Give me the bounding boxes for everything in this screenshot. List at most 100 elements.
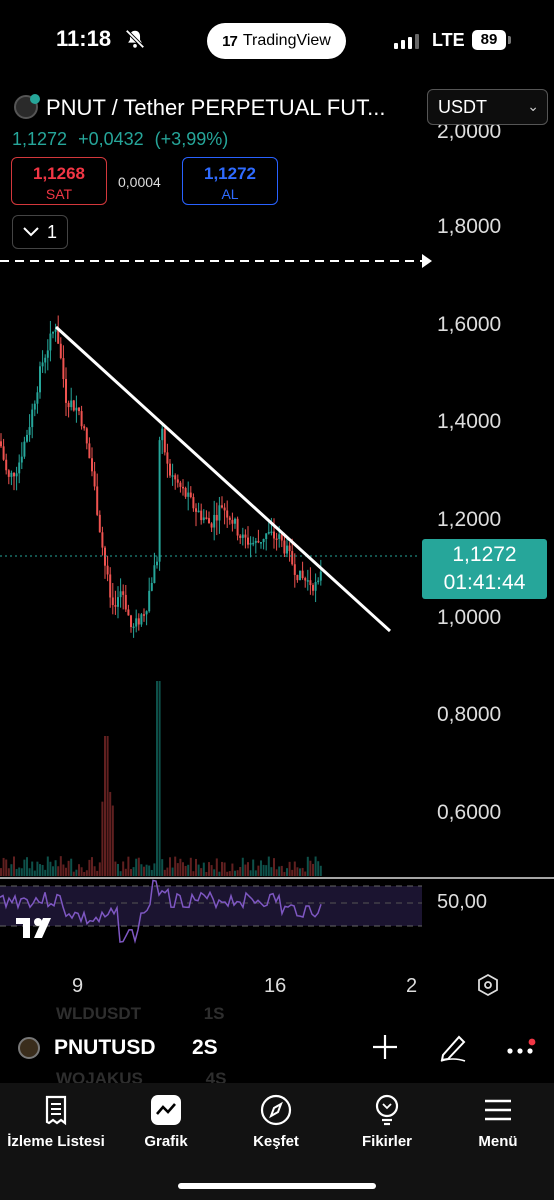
plus-icon[interactable]	[369, 1031, 401, 1063]
volume-bar	[122, 861, 125, 876]
volume-bar	[161, 859, 164, 876]
symbol-logo-icon	[14, 94, 40, 119]
candle-body	[286, 545, 288, 554]
sell-button[interactable]: 1,1268 SAT	[11, 157, 107, 205]
change-percent: (+3,99%)	[154, 129, 229, 149]
volume-bar	[148, 865, 151, 876]
toolbar-interval[interactable]: 2S	[192, 1036, 218, 1059]
candle-body	[91, 458, 93, 472]
volume-bar	[293, 861, 296, 876]
volume-bar	[7, 868, 10, 876]
volume-bar	[260, 860, 262, 876]
volume-bar	[70, 858, 73, 876]
candle-body	[44, 357, 47, 363]
tab-explore[interactable]: Keşfet	[220, 1083, 332, 1150]
candle-body	[273, 531, 275, 539]
candle-body	[104, 547, 106, 566]
candle-body	[137, 618, 140, 625]
candle-body	[106, 565, 109, 575]
time-label-2: 2	[406, 975, 417, 997]
volume-bar	[280, 865, 283, 876]
go-to-realtime-icon	[478, 973, 498, 997]
quantity-dropdown[interactable]: 1	[12, 215, 68, 249]
candle-body	[150, 582, 153, 591]
candle-body	[65, 379, 67, 403]
candle-body	[145, 611, 148, 615]
rsi-line	[0, 879, 322, 945]
volume-bar	[234, 870, 236, 876]
candle-body	[127, 609, 130, 616]
drawing-pen-icon[interactable]	[437, 1031, 469, 1063]
candle-body	[280, 534, 283, 541]
candle-body	[304, 578, 307, 581]
volume-bar	[33, 870, 36, 876]
volume-bar	[2, 857, 5, 876]
volume-bar	[98, 862, 101, 876]
tab-watchlist[interactable]: İzleme Listesi	[0, 1083, 112, 1150]
candle-body	[119, 591, 122, 598]
candle-body	[195, 508, 197, 512]
candle-body	[158, 440, 161, 562]
more-options-icon[interactable]	[504, 1031, 536, 1063]
candle-body	[234, 518, 236, 524]
volume-bar	[239, 867, 242, 876]
tab-menu[interactable]: Menü	[442, 1083, 554, 1150]
volume-bar	[210, 865, 213, 876]
volume-bar	[101, 801, 104, 876]
volume-bar	[241, 857, 244, 876]
candle-body	[197, 510, 200, 513]
time-label-16: 16	[264, 975, 286, 997]
candle-body	[88, 443, 91, 459]
volume-bar	[205, 871, 208, 876]
toolbar-symbol[interactable]: PNUTUSD	[54, 1036, 156, 1059]
buy-button[interactable]: 1,1272 AL	[182, 157, 278, 205]
volume-bar	[208, 862, 210, 876]
tab-ideas[interactable]: Fikirler	[332, 1083, 442, 1150]
candle-body	[182, 486, 184, 489]
candle-body	[306, 580, 309, 582]
price-change-row: 1,1272 +0,0432 (+3,99%)	[12, 129, 228, 150]
compass-icon	[260, 1094, 292, 1126]
volume-bar	[78, 864, 80, 876]
trendline	[54, 325, 392, 633]
price-chart[interactable]: 2,0000 1,8000 1,6000 1,4000 1,2000 1,0000 0,80…	[0, 84, 554, 1004]
volume-bar	[132, 867, 135, 876]
volume-bar	[0, 868, 2, 876]
quote-currency-select[interactable]: USDT ⌄	[427, 89, 548, 125]
candle-body	[96, 486, 99, 515]
candle-body	[184, 487, 187, 497]
candle-body	[218, 505, 221, 521]
volume-bar	[83, 871, 86, 876]
candle-body	[52, 331, 54, 334]
tab-label: Fikirler	[361, 1133, 413, 1150]
price-axis-label: 1,2000	[437, 508, 501, 531]
candle-body	[7, 470, 10, 477]
candle-body	[262, 539, 265, 543]
candle-body	[291, 551, 294, 565]
volume-bar	[158, 681, 161, 876]
volume-bar	[153, 863, 156, 876]
volume-bar	[273, 858, 275, 876]
battery-tip	[508, 36, 511, 44]
volume-bar	[75, 869, 78, 876]
volume-bar	[202, 862, 205, 876]
bottom-tab-bar: İzleme Listesi Grafik Keşfet Fikirler Me…	[0, 1083, 554, 1200]
candle-body	[296, 574, 299, 581]
volume-bar	[13, 856, 15, 876]
candle-body	[0, 441, 2, 447]
current-price-tag-price: 1,1272	[452, 543, 517, 566]
home-indicator	[178, 1183, 376, 1189]
volume-bar	[200, 868, 203, 876]
volume-bar	[163, 869, 166, 876]
candle-body	[221, 505, 223, 508]
candle-body	[210, 523, 213, 528]
buy-label: AL	[221, 186, 239, 202]
symbol-title[interactable]: PNUT / Tether PERPETUAL FUT...	[46, 95, 386, 120]
candle-body	[257, 540, 260, 543]
tradingview-pill[interactable]: 17 TradingView	[207, 23, 346, 59]
volume-bar	[288, 861, 291, 876]
volume-bar	[319, 865, 322, 876]
tab-chart[interactable]: Grafik	[112, 1083, 220, 1150]
volume-bar	[309, 860, 312, 876]
tab-label: İzleme Listesi	[7, 1133, 105, 1150]
